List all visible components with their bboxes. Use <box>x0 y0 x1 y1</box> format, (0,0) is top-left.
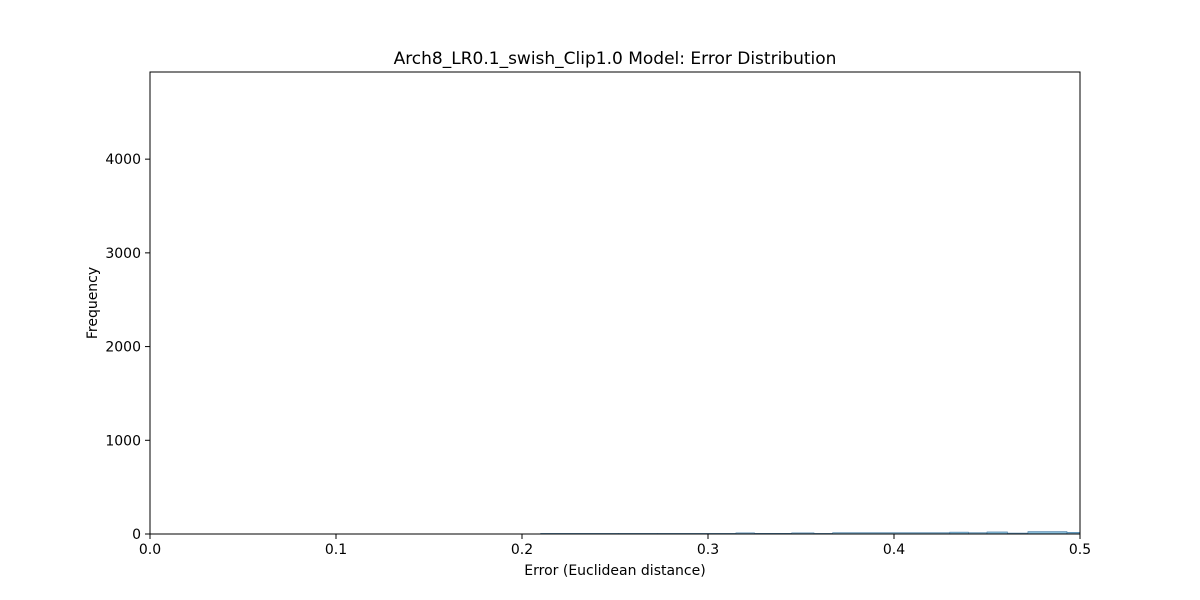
plot-area-frame <box>149 71 1081 535</box>
y-axis-ticks: 0 1000 2000 3000 4000 <box>105 152 150 543</box>
x-tick-label: 0.2 <box>511 542 533 558</box>
x-tick-label: 0.3 <box>697 542 719 558</box>
y-tick-label: 4000 <box>105 152 141 168</box>
x-tick-label: 0.0 <box>139 542 161 558</box>
x-axis-ticks: 0.0 0.1 0.2 0.3 0.4 0.5 <box>139 534 1091 558</box>
x-tick-label: 0.4 <box>883 542 905 558</box>
y-tick-label: 3000 <box>105 246 141 262</box>
y-tick-label: 0 <box>132 527 141 543</box>
x-axis-label: Error (Euclidean distance) <box>524 563 705 579</box>
y-tick-label: 1000 <box>105 433 141 449</box>
y-axis-label: Frequency <box>85 267 101 339</box>
chart-title: Arch8_LR0.1_swish_Clip1.0 Model: Error D… <box>394 49 837 69</box>
y-tick-label: 2000 <box>105 340 141 356</box>
x-tick-label: 0.1 <box>325 542 347 558</box>
x-tick-label: 0.5 <box>1069 542 1091 558</box>
